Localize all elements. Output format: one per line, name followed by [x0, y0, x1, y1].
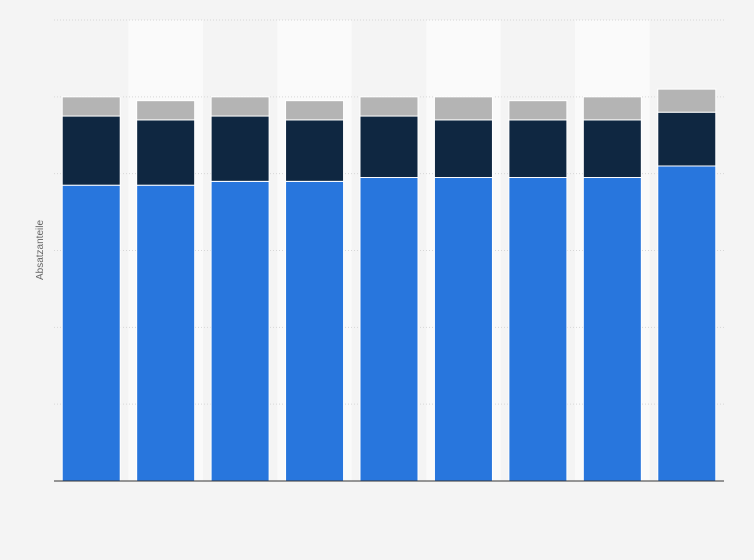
bar-segment-series-1[interactable]: [61, 184, 121, 482]
bar-segment-series-2[interactable]: [285, 119, 345, 182]
bar-segment-series-3[interactable]: [359, 96, 419, 117]
bar-segment-series-3[interactable]: [508, 100, 568, 121]
bars: [61, 88, 717, 482]
bar-segment-series-1[interactable]: [508, 177, 568, 482]
bar-segment-series-1[interactable]: [582, 177, 642, 482]
y-axis-label: Absatzanteile: [35, 220, 46, 280]
bar-segment-series-2[interactable]: [508, 119, 568, 179]
bar-segment-series-1[interactable]: [210, 180, 270, 482]
bar-segment-series-1[interactable]: [433, 177, 493, 482]
bar-segment-series-2[interactable]: [582, 119, 642, 179]
bar-segment-series-3[interactable]: [61, 96, 121, 117]
bar-segment-series-3[interactable]: [657, 88, 717, 113]
bar-segment-series-3[interactable]: [285, 100, 345, 121]
bar-segment-series-3[interactable]: [210, 96, 270, 117]
bar-segment-series-2[interactable]: [433, 119, 493, 179]
bar-segment-series-3[interactable]: [136, 100, 196, 121]
bar-segment-series-1[interactable]: [136, 184, 196, 482]
bar-segment-series-2[interactable]: [359, 115, 419, 179]
bar-segment-series-1[interactable]: [359, 177, 419, 482]
bar-segment-series-3[interactable]: [582, 96, 642, 121]
bar-segment-series-2[interactable]: [657, 111, 717, 167]
bar-segment-series-2[interactable]: [136, 119, 196, 186]
bar-segment-series-2[interactable]: [210, 115, 270, 182]
bar-segment-series-2[interactable]: [61, 115, 121, 186]
bar-segment-series-1[interactable]: [657, 165, 717, 482]
bar-segment-series-3[interactable]: [433, 96, 493, 121]
bar-segment-series-1[interactable]: [285, 180, 345, 482]
